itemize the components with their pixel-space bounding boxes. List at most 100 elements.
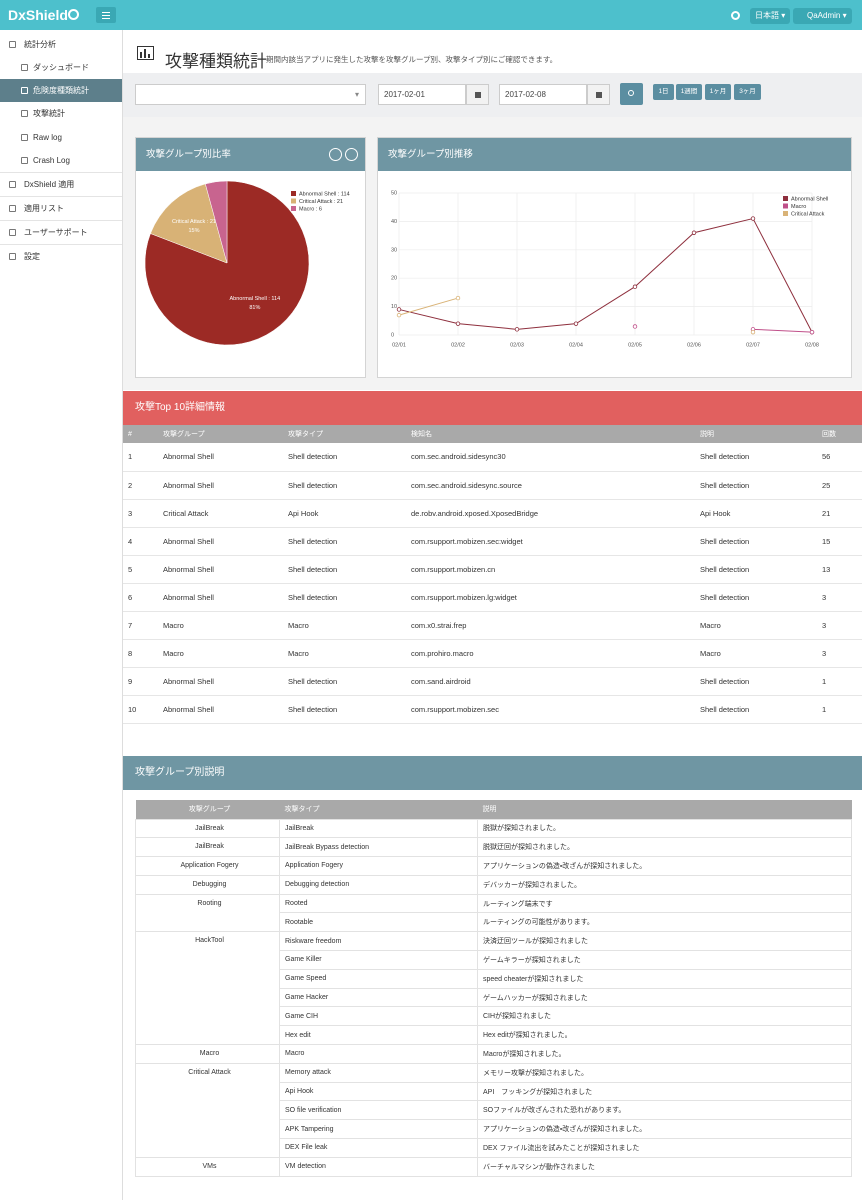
table-cell: 1 [123,443,158,472]
description-cell: API フッキングが探知されました [477,1081,852,1102]
table-cell: Api Hook [695,499,817,528]
nav-label: ダッシュボード [33,63,89,72]
point [455,321,461,326]
nav-item[interactable]: 危険度種類統計 [0,79,122,102]
period-button[interactable]: 1ヶ月 [705,84,731,100]
table-cell: 15 [817,527,862,556]
prev-button[interactable] [329,148,342,161]
type-cell: VM detection [279,1156,478,1177]
nav-item[interactable]: ダッシュボード [0,56,122,79]
y-tick-label: 0 [391,332,394,338]
point [396,312,402,318]
nav-label: 危険度種類統計 [33,86,89,95]
legend-label: Macro [791,204,806,210]
menu-toggle[interactable] [96,7,116,23]
description-cell: 決済迂回ツールが探知されました [477,931,852,952]
description-cell: ルーティング端末です [477,893,852,914]
table-cell: com.rsupport.mobizen.sec [406,695,695,724]
table-cell: Abnormal Shell [158,471,283,500]
table-row: Application Fogery Application Fogery アプリケ… [135,856,852,876]
x-tick-label: 02/05 [628,342,642,348]
top-bar: DxShield 日本語 ▾ QaAdmin ▾ [0,0,862,30]
table-cell: Shell detection [283,555,406,584]
type-cell: Game Killer [279,950,478,970]
language-menu[interactable]: 日本語 ▾ [750,8,791,24]
start-date[interactable]: 2017-02-01 [378,84,466,105]
nav-item[interactable]: 統計分析 [0,33,122,56]
nav-item[interactable]: 攻撃統計 [0,102,122,125]
page-description: 期間内該当アプリに発生した攻撃を攻撃グループ別、攻撃タイプ別にご確認できます。 [266,55,558,64]
y-tick-label: 40 [391,219,397,225]
description-cell: speed cheaterが探知されました [477,968,852,989]
type-cell: Debugging detection [279,874,478,895]
table-cell: com.sec.android.sidesync30 [406,443,695,472]
table-cell: Abnormal Shell [158,527,283,556]
table-cell: com.rsupport.mobizen.lg:widget [406,583,695,612]
nav-item[interactable]: Raw log [0,126,122,149]
type-cell: Application Fogery [279,856,478,876]
table-cell: Shell detection [283,527,406,556]
point [396,307,402,312]
type-cell: Macro [279,1044,478,1064]
group-cell: Application Fogery [135,856,280,876]
settings-icon[interactable] [731,11,740,20]
slice-label: Abnormal Shell : 114 [230,296,281,302]
table-cell: Macro [695,611,817,640]
period-button[interactable]: 1週間 [676,84,702,100]
table-cell: Critical Attack [158,499,283,528]
type-cell: Game CIH [279,1006,478,1027]
nav-item[interactable]: DxShield 適用 [0,173,122,196]
table-cell: 9 [123,667,158,696]
legend-swatch [783,203,788,209]
nav-item[interactable]: ユーザーサポート [0,221,122,244]
point [750,216,756,221]
table-cell: Shell detection [695,583,817,612]
nav-item[interactable]: 設定 [0,245,122,268]
app-select[interactable]: ▾ [135,84,366,105]
pie-slice [150,183,228,264]
table-row: Rootable ルーティングの可能性があります。 [136,912,852,933]
y-tick-label: 30 [391,247,397,253]
type-cell: Game Hacker [279,987,478,1008]
separator [0,244,122,245]
next-button[interactable] [345,148,358,161]
brand-icon [68,9,79,20]
user-menu[interactable]: QaAdmin ▾ [793,8,852,24]
description-cell: CIHが探知されました [477,1006,852,1027]
pie-slice [144,180,310,346]
table-row: 4 Abnormal Shell Shell detection com.rsuppo… [123,527,862,556]
page-title: 攻撃種類統計 [165,52,267,71]
table-cell: 21 [817,499,862,528]
period-button[interactable]: 3ヶ月 [734,84,761,100]
period-button[interactable]: 1日 [653,84,674,100]
user-name: QaAdmin [807,11,841,20]
table-cell: Macro [283,639,406,668]
nav-item[interactable]: 適用リスト [0,197,122,220]
table-row: Game Speed speed cheaterが探知されました [136,968,852,989]
y-tick-label: 20 [391,276,397,282]
nav-item[interactable]: Crash Log [0,149,122,172]
table-cell: 3 [123,499,158,528]
table-cell: 1 [817,667,862,696]
type-cell: APK Tampering [279,1119,478,1140]
type-cell: Api Hook [279,1081,478,1102]
table-cell: Shell detection [695,527,817,556]
brand[interactable]: DxShield [8,7,68,23]
calendar-button[interactable] [466,84,489,105]
type-cell: DEX File leak [279,1138,478,1158]
end-date[interactable]: 2017-02-08 [499,84,587,105]
table-row: Debugging Debugging detection デバッカーが探知されまし… [135,874,852,895]
table-row: Rooting Rooted ルーティング端末です [135,893,852,933]
top10-table: # 攻撃グループ 攻撃タイプ 検知名 説明 回数 1 Abnormal Shell Shell … [123,425,862,724]
calendar-button[interactable] [587,84,610,105]
table-row: 9 Abnormal Shell Shell detection com.sand.a… [123,667,862,696]
group-cell: Rooting [135,893,280,933]
table-row: Critical Attack Memory attack メモリー攻撃が探知されま… [135,1062,852,1158]
group-cell: VMs [135,1156,280,1177]
column-header: 攻撃タイプ [283,425,406,443]
table-cell: Macro [158,611,283,640]
table-row: HackTool Riskware freedom 決済迂回ツールが探知されました [135,931,852,1046]
column-header: 説明 [477,800,852,819]
search-button[interactable] [620,83,643,105]
